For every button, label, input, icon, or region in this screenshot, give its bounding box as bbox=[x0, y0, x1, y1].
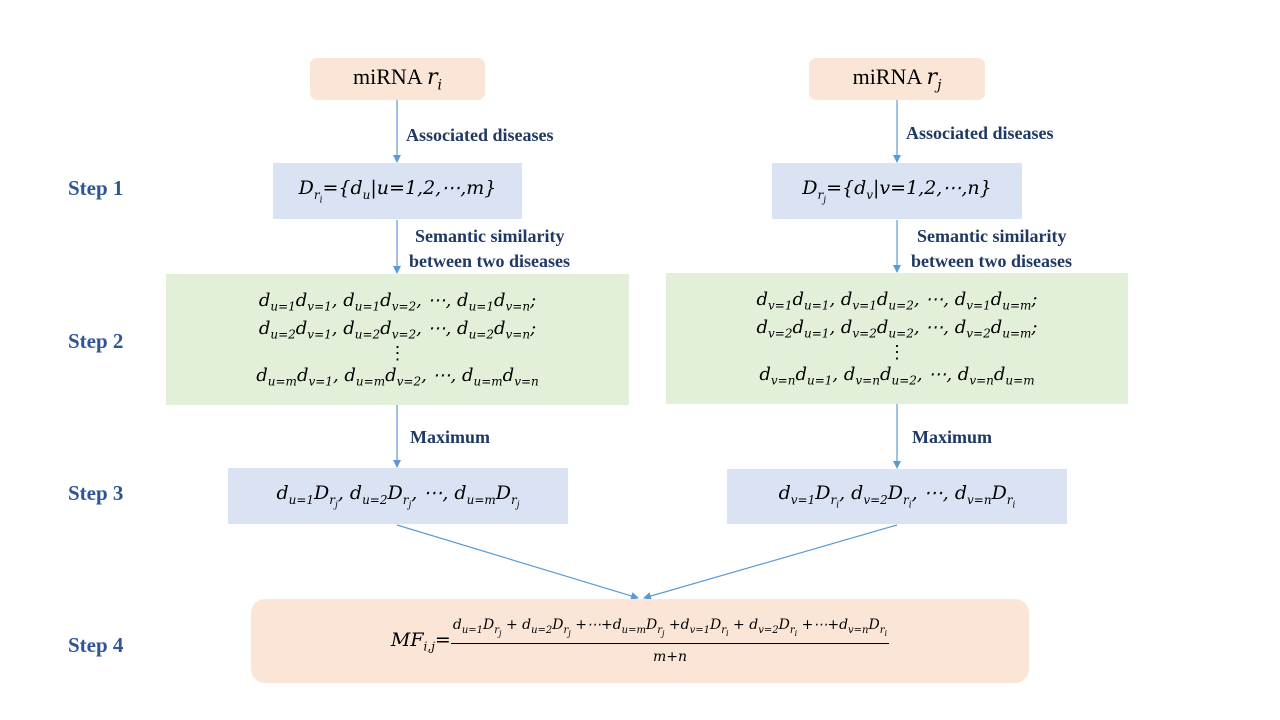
functional-similarity-formula: MFi,j= du=1Drj + du=2Drj +⋯+du=mDrj +dv=… bbox=[390, 617, 890, 665]
edge-label-associated-right: Associated diseases bbox=[906, 123, 1054, 143]
similarity-matrix-left-box: du=1dv=1, du=1dv=2, ⋯, du=1dv=n; du=2dv=… bbox=[166, 274, 629, 405]
similarity-matrix-right-formula: dv=1du=1, dv=1du=2, ⋯, dv=1du=m; dv=2du=… bbox=[756, 288, 1038, 388]
max-scores-right-box: dv=1Dri, dv=2Dri, ⋯, dv=nDri bbox=[727, 469, 1067, 524]
similarity-matrix-right-box: dv=1du=1, dv=1du=2, ⋯, dv=1du=m; dv=2du=… bbox=[666, 273, 1128, 404]
similarity-matrix-left-formula: du=1dv=1, du=1dv=2, ⋯, du=1dv=n; du=2dv=… bbox=[256, 289, 539, 389]
edge-label-maximum-left: Maximum bbox=[410, 427, 490, 447]
mirna-j-node: miRNA rj bbox=[809, 58, 985, 100]
disease-set-rj-formula: Drj={dv|v=1,2,⋯,n} bbox=[802, 176, 992, 206]
functional-similarity-box: MFi,j= du=1Drj + du=2Drj +⋯+du=mDrj +dv=… bbox=[251, 599, 1029, 683]
edge-label-semantic-right-2: between two diseases bbox=[911, 251, 1072, 271]
step-4-label: Step 4 bbox=[68, 633, 124, 657]
step-3-label: Step 3 bbox=[68, 481, 124, 505]
arrow-merge-right bbox=[643, 524, 898, 600]
disease-set-ri-formula: Dri={du|u=1,2,⋯,m} bbox=[298, 176, 497, 206]
max-scores-left-box: du=1Drj, du=2Drj, ⋯, du=mDrj bbox=[228, 468, 568, 524]
edge-label-associated-left: Associated diseases bbox=[406, 125, 554, 145]
step-2-label: Step 2 bbox=[68, 329, 124, 353]
edge-label-maximum-right: Maximum bbox=[912, 427, 992, 447]
disease-set-rj-box: Drj={dv|v=1,2,⋯,n} bbox=[772, 163, 1022, 219]
edge-label-semantic-right-1: Semantic similarity bbox=[917, 226, 1067, 246]
mirna-i-label: miRNA bbox=[353, 64, 422, 90]
max-scores-right-formula: dv=1Dri, dv=2Dri, ⋯, dv=nDri bbox=[778, 482, 1016, 511]
edge-label-semantic-left-1: Semantic similarity bbox=[415, 226, 565, 246]
disease-set-ri-box: Dri={du|u=1,2,⋯,m} bbox=[273, 163, 522, 219]
mirna-i-node: miRNA ri bbox=[310, 58, 485, 100]
mirna-j-label: miRNA bbox=[852, 64, 922, 90]
step-1-label: Step 1 bbox=[68, 176, 124, 200]
arrow-merge-left bbox=[396, 524, 639, 600]
max-scores-left-formula: du=1Drj, du=2Drj, ⋯, du=mDrj bbox=[276, 481, 520, 511]
edge-label-semantic-left-2: between two diseases bbox=[409, 251, 570, 271]
